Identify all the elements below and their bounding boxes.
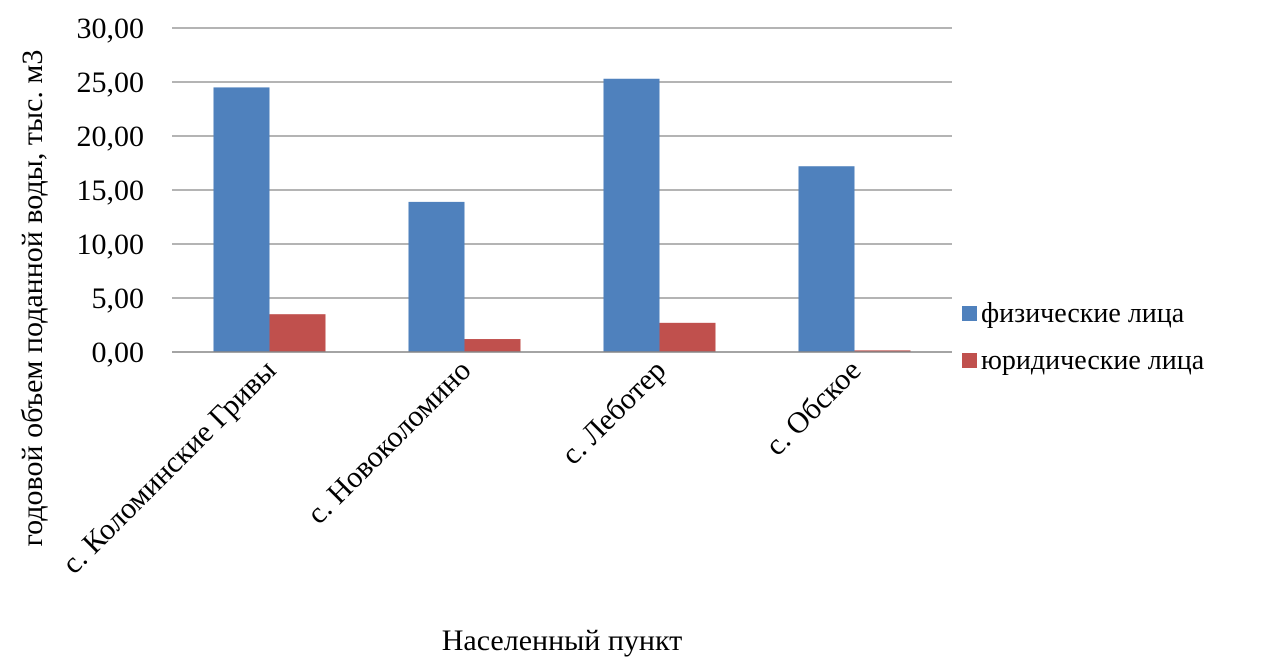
y-tick-label: 10,00 bbox=[77, 228, 145, 261]
legend-swatch bbox=[962, 306, 977, 321]
y-axis-title: годовой объем поданной воды, тыс. м3 bbox=[16, 50, 49, 547]
bar bbox=[603, 78, 660, 352]
x-category-label: с. Леботер bbox=[555, 354, 672, 471]
legend-label: физические лица bbox=[981, 298, 1185, 329]
x-category-label: с. Новоколомино bbox=[301, 354, 478, 531]
y-tick-label: 15,00 bbox=[77, 174, 145, 207]
bar bbox=[464, 339, 521, 352]
y-tick-label: 0,00 bbox=[92, 336, 145, 369]
x-axis-title: Населенный пункт bbox=[442, 624, 682, 657]
bar bbox=[659, 322, 716, 352]
x-category-label: с. Обское bbox=[759, 354, 867, 462]
bar bbox=[269, 314, 326, 352]
bar bbox=[408, 201, 465, 352]
bar bbox=[798, 166, 855, 352]
bar bbox=[854, 350, 911, 352]
bar bbox=[213, 87, 270, 353]
y-tick-label: 20,00 bbox=[77, 120, 145, 153]
legend-swatch bbox=[962, 353, 977, 368]
x-category-label: с. Коломинские Гривы bbox=[56, 354, 283, 581]
legend-label: юридические лица bbox=[981, 345, 1205, 376]
x-category-labels: с. Коломинские Гривы с. Новоколомино с. Ле… bbox=[56, 354, 868, 581]
legend: физические лица юридические лица bbox=[962, 298, 1205, 376]
y-tick-labels: 0,00 5,00 10,00 15,00 20,00 25,00 30,00 bbox=[77, 12, 145, 369]
y-tick-label: 25,00 bbox=[77, 66, 145, 99]
y-tick-label: 5,00 bbox=[92, 282, 145, 315]
bars bbox=[213, 78, 911, 353]
y-tick-label: 30,00 bbox=[77, 12, 145, 45]
